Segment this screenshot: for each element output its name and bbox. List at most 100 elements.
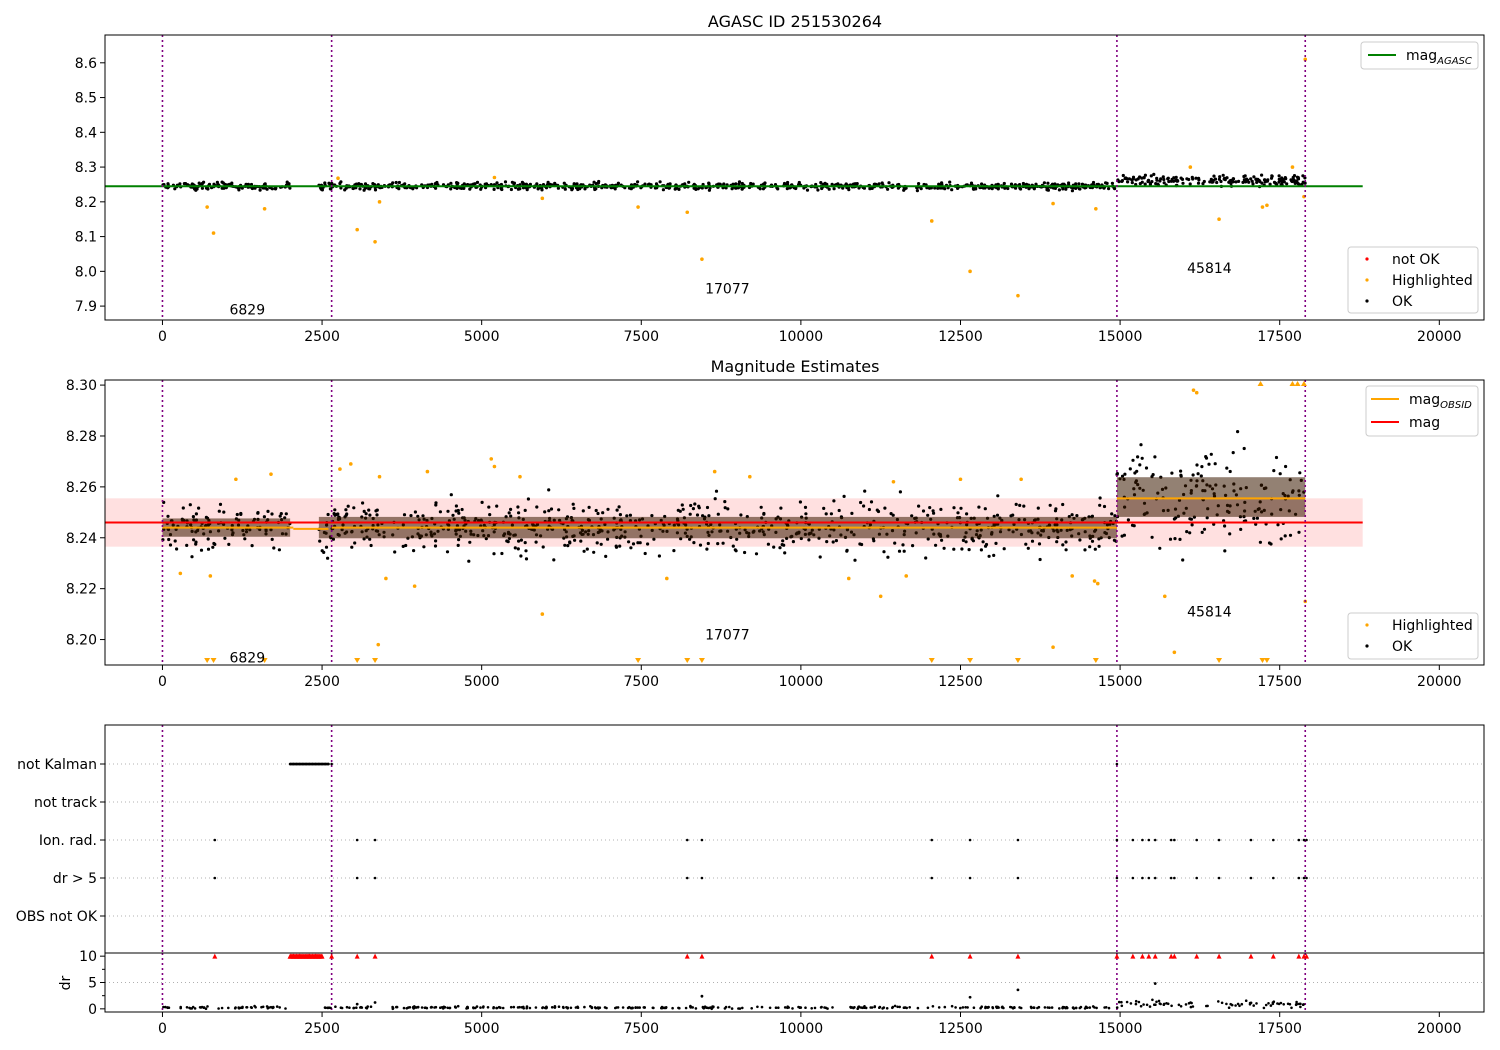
ok-point xyxy=(1095,1006,1098,1010)
ok-point xyxy=(638,1006,641,1009)
ok-point xyxy=(522,1007,525,1010)
ok-point xyxy=(367,187,371,191)
ok-point xyxy=(603,1006,607,1009)
ok-point xyxy=(528,1006,532,1010)
ok-point xyxy=(1191,473,1195,477)
ok-point xyxy=(455,181,459,185)
ok-point xyxy=(401,544,405,549)
ok-point xyxy=(361,501,365,505)
ok-point xyxy=(438,510,442,514)
ok-point xyxy=(326,512,330,517)
ok-point xyxy=(1158,546,1162,550)
offscale-high-marker xyxy=(1289,381,1296,386)
ok-point xyxy=(741,1006,744,1010)
ok-point xyxy=(1174,178,1178,183)
ok-point xyxy=(850,511,854,515)
ok-point xyxy=(1185,177,1189,181)
ok-point xyxy=(933,186,937,190)
dr-point xyxy=(968,995,972,999)
ok-point xyxy=(1091,1005,1095,1008)
ok-point xyxy=(1230,178,1234,182)
ok-point xyxy=(339,180,343,184)
ok-point xyxy=(1196,472,1200,476)
ok-point xyxy=(1113,187,1117,191)
ok-point xyxy=(927,186,932,190)
ok-point xyxy=(680,503,684,507)
offscale-low-marker xyxy=(967,658,974,663)
ok-point xyxy=(834,539,839,543)
offscale-low-marker xyxy=(204,658,211,663)
ok-point xyxy=(1291,175,1295,180)
ok-point xyxy=(583,1005,586,1009)
ok-point xyxy=(954,1006,957,1009)
ok-point xyxy=(279,511,283,516)
ok-point xyxy=(1093,547,1097,551)
ok-point xyxy=(1024,542,1028,546)
ok-point xyxy=(1262,1006,1266,1010)
ok-point xyxy=(1014,186,1018,190)
ok-point xyxy=(822,506,826,510)
dr-panel: 0 2500 5000 7500 10000 12500 15000 17500 20000 0 5… xyxy=(58,949,1485,1037)
ok-point xyxy=(1156,182,1160,186)
dr-plot-area: 0 2500 5000 7500 10000 12500 15000 17500 20000 0 5… xyxy=(79,949,1485,1037)
legend-frame xyxy=(1347,612,1479,660)
category-label: OBS not OK xyxy=(16,909,98,925)
ok-point xyxy=(256,511,260,515)
ok-point xyxy=(1137,1000,1141,1004)
ok-point xyxy=(344,513,348,517)
x-tick-label: 15000 xyxy=(1098,674,1143,690)
ok-point xyxy=(825,540,829,544)
ok-point xyxy=(446,1006,450,1010)
ok-point xyxy=(1202,527,1207,531)
ok-point xyxy=(1021,181,1025,186)
ok-point xyxy=(863,489,867,493)
ok-point xyxy=(942,546,946,550)
x-tick-label: 5000 xyxy=(464,1021,500,1037)
ok-point xyxy=(1126,518,1130,522)
axes-frame xyxy=(104,379,1485,666)
ok-point xyxy=(1091,180,1096,185)
ok-point xyxy=(1271,1001,1275,1004)
ok-point xyxy=(572,506,576,510)
ok-point xyxy=(1252,516,1256,521)
ok-point xyxy=(1115,472,1119,476)
ok-point xyxy=(964,1006,967,1009)
ok-point xyxy=(1213,462,1217,466)
ok-point xyxy=(979,1006,982,1010)
ok-point xyxy=(1289,178,1293,182)
ok-point xyxy=(448,1006,452,1010)
legend-not-ok-dot xyxy=(1365,257,1369,261)
ok-point xyxy=(689,503,693,508)
x-tick-label: 2500 xyxy=(304,1021,340,1037)
ok-point xyxy=(234,1006,237,1009)
ok-point xyxy=(433,182,437,186)
ok-point xyxy=(940,181,944,185)
ok-point xyxy=(339,1006,343,1009)
ok-point xyxy=(783,1006,787,1009)
legend-subscript: OBSID xyxy=(1440,400,1472,411)
ok-point xyxy=(1123,472,1127,476)
ok-point xyxy=(1153,455,1157,459)
highlighted-point xyxy=(211,231,216,235)
highlighted-point xyxy=(412,584,417,588)
ok-point xyxy=(984,544,988,548)
ok-point xyxy=(723,506,727,510)
ok-point xyxy=(1130,181,1134,185)
ok-point xyxy=(1206,1004,1209,1008)
highlighted-point xyxy=(1172,650,1177,655)
ok-point xyxy=(423,1006,427,1010)
flag-point xyxy=(1302,838,1306,842)
legend-mag-label: mag xyxy=(1409,415,1440,431)
ok-point xyxy=(891,1005,895,1009)
ok-point xyxy=(1133,471,1137,475)
ok-point xyxy=(227,542,231,547)
ok-point xyxy=(1138,463,1142,467)
legend-ok-label: OK xyxy=(1392,639,1413,655)
ok-point xyxy=(1043,1006,1047,1009)
ok-point xyxy=(1173,537,1177,541)
obsid-annotation: 45814 xyxy=(1187,605,1232,621)
ok-point xyxy=(712,1005,715,1008)
flags-plot-area: not Kalman not track Ion. rad. dr > 5 OBS no… xyxy=(16,724,1485,954)
ok-point xyxy=(1267,1002,1270,1005)
